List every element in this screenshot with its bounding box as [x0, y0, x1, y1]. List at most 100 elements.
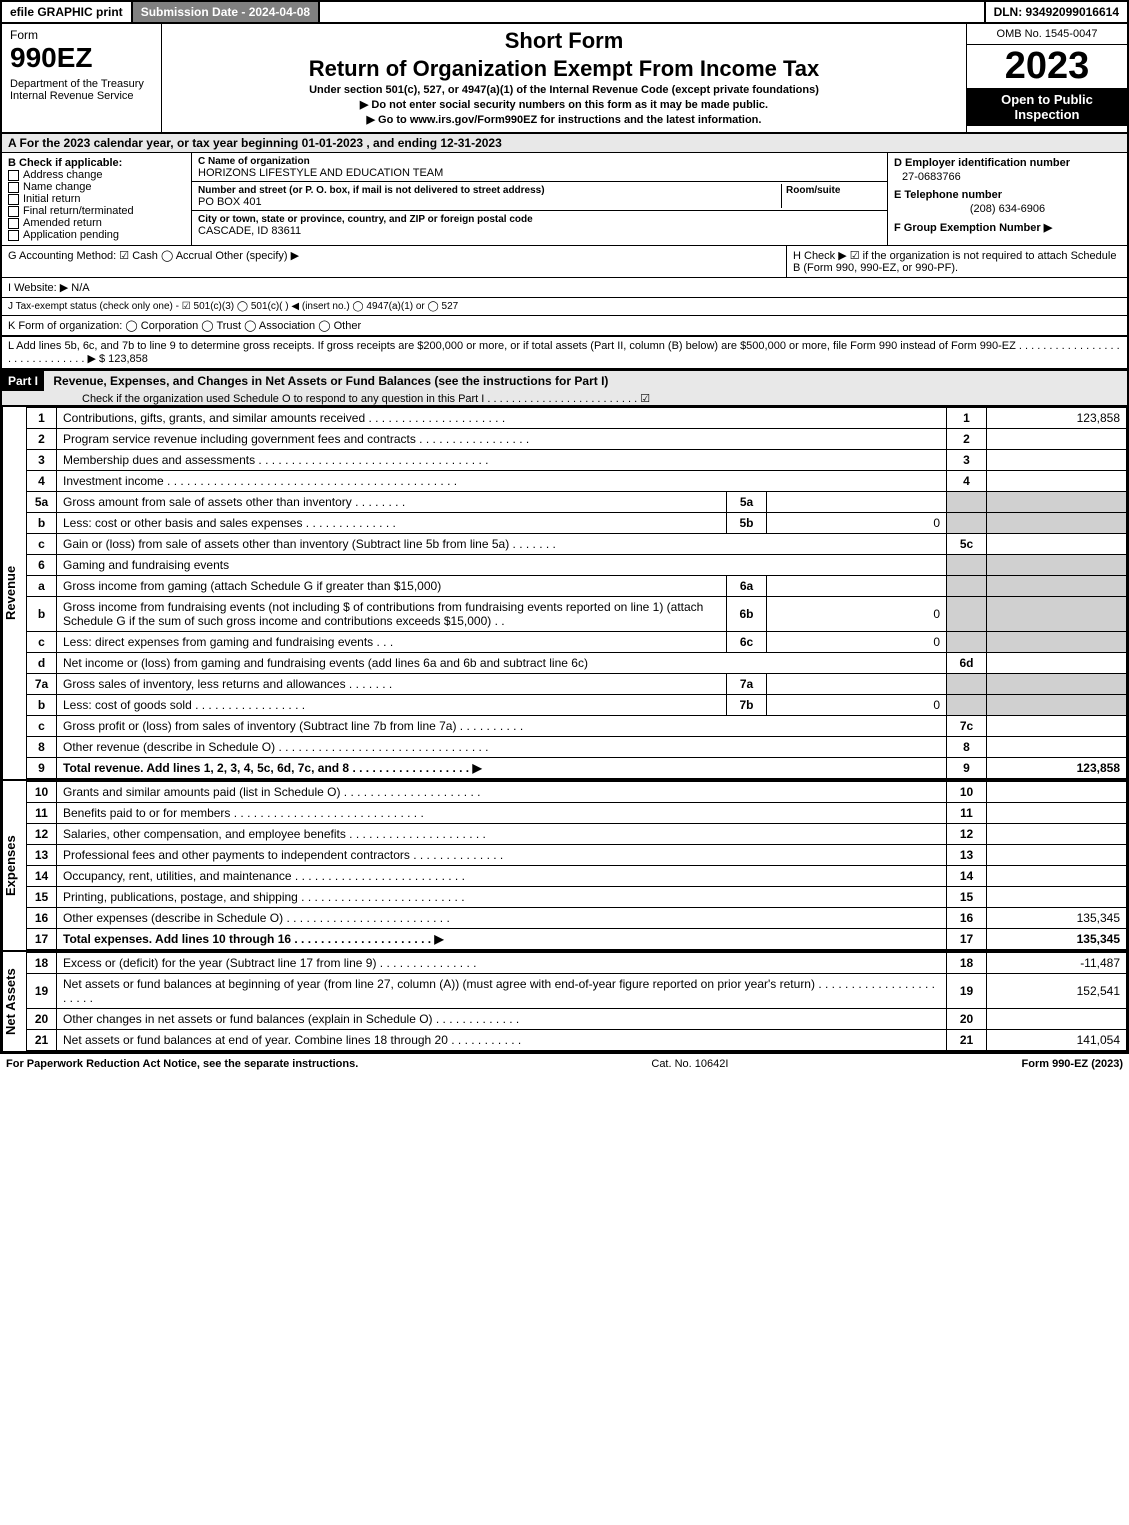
- b-opt-address: Address change: [8, 169, 185, 181]
- b-opt-initial: Initial return: [8, 193, 185, 205]
- line-19: 19Net assets or fund balances at beginni…: [27, 974, 1127, 1009]
- line-20: 20Other changes in net assets or fund ba…: [27, 1009, 1127, 1030]
- b-opt-final: Final return/terminated: [8, 205, 185, 217]
- line-17: 17Total expenses. Add lines 10 through 1…: [27, 929, 1127, 950]
- line-5b: bLess: cost or other basis and sales exp…: [27, 513, 1127, 534]
- accounting-method: G Accounting Method: ☑ Cash ◯ Accrual Ot…: [2, 246, 787, 277]
- tax-year: 2023: [967, 45, 1127, 88]
- title-short-form: Short Form: [166, 28, 962, 54]
- submission-date: Submission Date - 2024-04-08: [133, 2, 320, 22]
- expenses-table: 10Grants and similar amounts paid (list …: [26, 781, 1127, 950]
- schedule-b-check: H Check ▶ ☑ if the organization is not r…: [787, 246, 1127, 277]
- line-15: 15Printing, publications, postage, and s…: [27, 887, 1127, 908]
- subtitle-goto: ▶ Go to www.irs.gov/Form990EZ for instru…: [166, 113, 962, 126]
- checkbox-icon[interactable]: [8, 230, 19, 241]
- line-6a: aGross income from gaming (attach Schedu…: [27, 576, 1127, 597]
- part-1-header: Part I Revenue, Expenses, and Changes in…: [0, 369, 1129, 407]
- line-14: 14Occupancy, rent, utilities, and mainte…: [27, 866, 1127, 887]
- revenue-side-label: Revenue: [2, 407, 26, 779]
- line-12: 12Salaries, other compensation, and empl…: [27, 824, 1127, 845]
- line-6b: bGross income from fundraising events (n…: [27, 597, 1127, 632]
- checkbox-icon[interactable]: [8, 194, 19, 205]
- line-7b: bLess: cost of goods sold . . . . . . . …: [27, 695, 1127, 716]
- subtitle-section: Under section 501(c), 527, or 4947(a)(1)…: [166, 84, 962, 96]
- tax-exempt-status: J Tax-exempt status (check only one) - ☑…: [0, 298, 1129, 316]
- header-center: Short Form Return of Organization Exempt…: [162, 24, 967, 132]
- line-16: 16Other expenses (describe in Schedule O…: [27, 908, 1127, 929]
- title-return: Return of Organization Exempt From Incom…: [166, 56, 962, 82]
- revenue-table: 1Contributions, gifts, grants, and simil…: [26, 407, 1127, 779]
- line-2: 2Program service revenue including gover…: [27, 429, 1127, 450]
- line-21: 21Net assets or fund balances at end of …: [27, 1030, 1127, 1051]
- dept-label: Department of the Treasury Internal Reve…: [10, 78, 153, 102]
- checkbox-icon[interactable]: [8, 182, 19, 193]
- section-c: C Name of organization HORIZONS LIFESTYL…: [192, 153, 887, 245]
- line-5c: cGain or (loss) from sale of assets othe…: [27, 534, 1127, 555]
- section-b: B Check if applicable: Address change Na…: [2, 153, 192, 245]
- topbar-spacer: [320, 2, 983, 22]
- checkbox-icon[interactable]: [8, 170, 19, 181]
- group-exempt-label: F Group Exemption Number ▶: [894, 221, 1121, 234]
- section-d: D Employer identification number 27-0683…: [887, 153, 1127, 245]
- netassets-side-label: Net Assets: [2, 952, 26, 1051]
- line-6c: cLess: direct expenses from gaming and f…: [27, 632, 1127, 653]
- efile-label: efile GRAPHIC print: [2, 2, 133, 22]
- line-6d: dNet income or (loss) from gaming and fu…: [27, 653, 1127, 674]
- line-5a: 5aGross amount from sale of assets other…: [27, 492, 1127, 513]
- line-1: 1Contributions, gifts, grants, and simil…: [27, 408, 1127, 429]
- page-footer: For Paperwork Reduction Act Notice, see …: [0, 1053, 1129, 1074]
- ein-value: 27-0683766: [894, 169, 1121, 189]
- line-8: 8Other revenue (describe in Schedule O) …: [27, 737, 1127, 758]
- org-city: CASCADE, ID 83611: [198, 225, 301, 237]
- line-10: 10Grants and similar amounts paid (list …: [27, 782, 1127, 803]
- top-bar: efile GRAPHIC print Submission Date - 20…: [0, 0, 1129, 24]
- section-a-calendar: A For the 2023 calendar year, or tax yea…: [0, 134, 1129, 153]
- expenses-section: Expenses 10Grants and similar amounts pa…: [0, 779, 1129, 950]
- cat-no: Cat. No. 10642I: [651, 1058, 728, 1070]
- part-1-title: Revenue, Expenses, and Changes in Net As…: [47, 371, 614, 391]
- form-of-org: K Form of organization: ◯ Corporation ◯ …: [0, 316, 1129, 337]
- website-line: I Website: ▶ N/A: [0, 278, 1129, 298]
- line-3: 3Membership dues and assessments . . . .…: [27, 450, 1127, 471]
- subtitle-ssn: ▶ Do not enter social security numbers o…: [166, 98, 962, 111]
- info-block: B Check if applicable: Address change Na…: [0, 153, 1129, 246]
- gross-receipts-line: L Add lines 5b, 6c, and 7b to line 9 to …: [0, 337, 1129, 369]
- checkbox-icon[interactable]: [8, 218, 19, 229]
- b-opt-amended: Amended return: [8, 217, 185, 229]
- form-ref: Form 990-EZ (2023): [1022, 1058, 1123, 1070]
- part-1-check: Check if the organization used Schedule …: [2, 393, 650, 405]
- room-label: Room/suite: [786, 185, 840, 196]
- open-public-inspection: Open to Public Inspection: [967, 88, 1127, 126]
- line-13: 13Professional fees and other payments t…: [27, 845, 1127, 866]
- netassets-table: 18Excess or (deficit) for the year (Subt…: [26, 952, 1127, 1051]
- ein-label: D Employer identification number: [894, 157, 1121, 169]
- c-addr-label: Number and street (or P. O. box, if mail…: [198, 185, 545, 196]
- form-number: 990EZ: [10, 42, 153, 74]
- expenses-side-label: Expenses: [2, 781, 26, 950]
- line-6: 6Gaming and fundraising events: [27, 555, 1127, 576]
- form-word: Form: [10, 28, 153, 42]
- line-11: 11Benefits paid to or for members . . . …: [27, 803, 1127, 824]
- form-header: Form 990EZ Department of the Treasury In…: [0, 24, 1129, 134]
- paperwork-notice: For Paperwork Reduction Act Notice, see …: [6, 1058, 358, 1070]
- dln-label: DLN: 93492099016614: [984, 2, 1127, 22]
- org-name: HORIZONS LIFESTYLE AND EDUCATION TEAM: [198, 167, 443, 179]
- b-opt-pending: Application pending: [8, 229, 185, 241]
- b-label: B Check if applicable:: [8, 157, 185, 169]
- net-assets-section: Net Assets 18Excess or (deficit) for the…: [0, 950, 1129, 1053]
- line-9: 9Total revenue. Add lines 1, 2, 3, 4, 5c…: [27, 758, 1127, 779]
- b-opt-name: Name change: [8, 181, 185, 193]
- c-city-label: City or town, state or province, country…: [198, 214, 533, 225]
- line-7a: 7aGross sales of inventory, less returns…: [27, 674, 1127, 695]
- header-right: OMB No. 1545-0047 2023 Open to Public In…: [967, 24, 1127, 132]
- line-4: 4Investment income . . . . . . . . . . .…: [27, 471, 1127, 492]
- line-7c: cGross profit or (loss) from sales of in…: [27, 716, 1127, 737]
- line-18: 18Excess or (deficit) for the year (Subt…: [27, 953, 1127, 974]
- c-name-label: C Name of organization: [198, 156, 310, 167]
- tel-label: E Telephone number: [894, 189, 1121, 201]
- tel-value: (208) 634-6906: [894, 201, 1121, 221]
- omb-number: OMB No. 1545-0047: [967, 24, 1127, 45]
- part-1-bar: Part I: [2, 371, 44, 391]
- checkbox-icon[interactable]: [8, 206, 19, 217]
- revenue-section: Revenue 1Contributions, gifts, grants, a…: [0, 407, 1129, 779]
